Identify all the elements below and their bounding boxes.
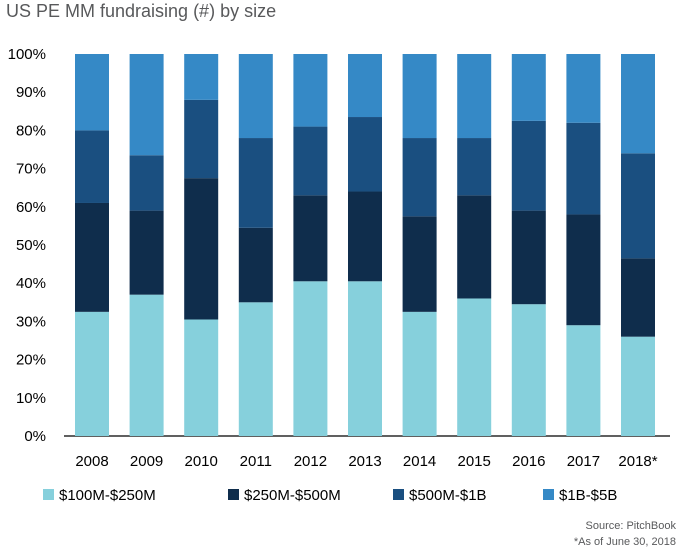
x-tick-label: 2016 — [512, 453, 545, 470]
bar-segment — [348, 54, 382, 118]
bar-segment — [457, 138, 492, 196]
x-tick-label: 2010 — [185, 453, 218, 470]
y-tick-label: 20% — [16, 352, 46, 369]
y-tick-label: 60% — [16, 199, 46, 216]
bar-segment — [238, 302, 273, 436]
y-tick-label: 30% — [16, 313, 46, 330]
bar-segment — [184, 178, 219, 320]
bar-segment — [566, 54, 601, 123]
bar-segment — [293, 126, 328, 196]
bar-segment — [75, 311, 109, 436]
x-tick-label: 2014 — [403, 453, 436, 470]
legend-item: $500M-$1B — [393, 487, 487, 504]
legend-item: $100M-$250M — [43, 487, 156, 504]
y-tick-label: 70% — [16, 161, 46, 178]
chart-title: US PE MM fundraising (#) by size — [6, 1, 276, 21]
bar-segment — [402, 138, 437, 217]
bar-segment — [457, 298, 492, 436]
bar-segment — [511, 304, 546, 436]
y-tick-label: 80% — [16, 122, 46, 139]
bar-segment — [75, 202, 109, 312]
x-tick-label: 2009 — [130, 453, 163, 470]
legend-label: $1B-$5B — [559, 487, 617, 504]
bar-segment — [402, 54, 437, 139]
y-tick-label: 100% — [8, 46, 46, 63]
bar-segment — [566, 122, 601, 215]
x-tick-label: 2012 — [294, 453, 327, 470]
bar-segment — [566, 214, 601, 326]
bar-segment — [511, 210, 546, 305]
bar-segment — [457, 195, 492, 299]
legend-label: $250M-$500M — [244, 487, 341, 504]
x-tick-label: 2015 — [458, 453, 491, 470]
footnote: *As of June 30, 2018 — [574, 536, 676, 548]
x-tick-label: 2008 — [75, 453, 108, 470]
bar-segment — [621, 336, 655, 436]
y-tick-label: 40% — [16, 275, 46, 292]
y-axis: 0% 10% 20% 30% 40% 50% 60% 70% 80% 90% 100% — [8, 46, 46, 445]
bar-segment — [129, 294, 164, 436]
bar-segment — [129, 210, 164, 295]
bar-segment — [129, 155, 164, 211]
bars — [75, 54, 655, 436]
bar-segment — [511, 54, 546, 121]
bar-segment — [238, 54, 273, 139]
bar-segment — [293, 54, 328, 127]
legend-item: $1B-$5B — [543, 487, 617, 504]
bar-segment — [238, 227, 273, 303]
x-tick-label: 2017 — [567, 453, 600, 470]
bar-segment — [184, 99, 219, 179]
bar-segment — [75, 130, 109, 203]
x-tick-label: 2018* — [618, 453, 657, 470]
source-note: Source: PitchBook — [586, 520, 677, 532]
bar-segment — [184, 54, 219, 100]
y-tick-label: 10% — [16, 390, 46, 407]
bar-segment — [621, 258, 655, 337]
x-tick-label: 2011 — [240, 453, 272, 470]
x-tick-label: 2013 — [348, 453, 381, 470]
bar-segment — [621, 54, 655, 154]
bar-segment — [184, 319, 219, 436]
x-axis: 2008 2009 2010 2011 2012 2013 2014 2015 2016 2017… — [75, 453, 657, 470]
legend-swatch — [43, 489, 54, 500]
legend-label: $100M-$250M — [59, 487, 156, 504]
bar-segment — [457, 54, 492, 139]
bar-segment — [238, 138, 273, 228]
bar-segment — [402, 216, 437, 312]
legend-item: $250M-$500M — [228, 487, 341, 504]
bar-segment — [511, 120, 546, 211]
legend-label: $500M-$1B — [409, 487, 487, 504]
bar-segment — [348, 117, 382, 192]
y-tick-label: 90% — [16, 84, 46, 101]
bar-segment — [75, 54, 109, 131]
legend-swatch — [543, 489, 554, 500]
bar-segment — [566, 325, 601, 436]
bar-segment — [348, 191, 382, 282]
y-tick-label: 50% — [16, 237, 46, 254]
bar-segment — [293, 281, 328, 436]
bar-segment — [402, 311, 437, 436]
bar-segment — [621, 153, 655, 259]
bar-segment — [348, 281, 382, 436]
bar-segment — [129, 54, 164, 156]
legend-swatch — [228, 489, 239, 500]
legend: $100M-$250M $250M-$500M $500M-$1B $1B-$5B — [43, 487, 617, 504]
y-tick-label: 0% — [24, 428, 46, 445]
bar-segment — [293, 195, 328, 282]
legend-swatch — [393, 489, 404, 500]
